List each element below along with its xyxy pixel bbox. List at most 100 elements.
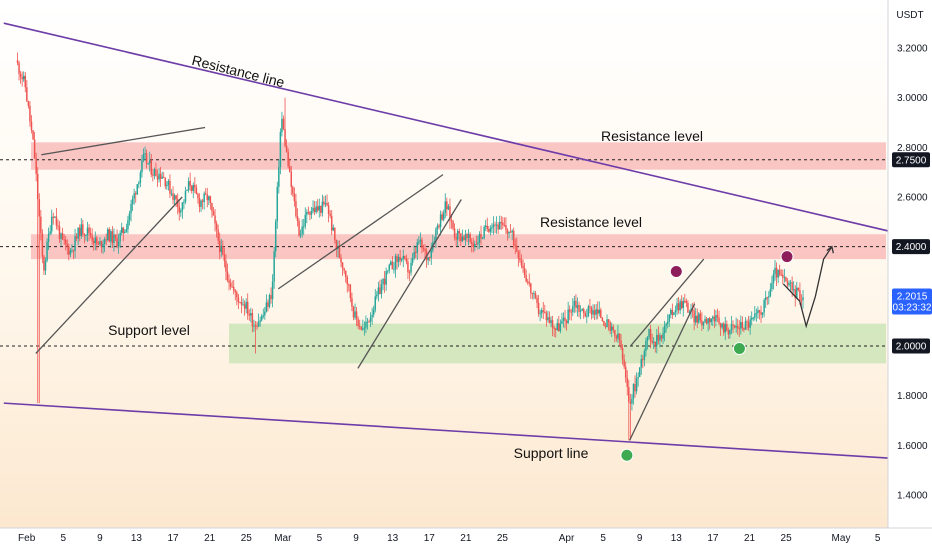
candle-body — [701, 320, 703, 326]
candle-body — [278, 167, 280, 187]
candle-body — [559, 323, 562, 332]
candle-body — [600, 309, 602, 318]
candle-body — [514, 245, 517, 247]
channel-line — [357, 199, 462, 369]
candle-body — [215, 223, 218, 230]
candle-body — [453, 228, 456, 238]
candle-body — [260, 315, 263, 321]
price-tick-label: 3.2000 — [897, 44, 928, 55]
candle-body — [551, 320, 554, 328]
time-axis-background[interactable] — [0, 528, 888, 550]
candle-body — [330, 215, 333, 231]
candle-body — [444, 201, 447, 213]
candle-body — [40, 216, 42, 234]
candle-body — [130, 203, 132, 214]
price-tick-label: 2.8000 — [897, 143, 928, 154]
candle-body — [372, 309, 375, 315]
candle-body — [382, 278, 384, 285]
candle-body — [172, 193, 174, 200]
candle-body — [764, 297, 767, 301]
price-axis-background[interactable] — [888, 0, 932, 550]
candle-body — [567, 309, 569, 324]
candle-body — [685, 300, 688, 303]
candle-body — [321, 201, 324, 213]
candle-body — [208, 196, 210, 201]
candle-body — [380, 284, 383, 294]
candle-body — [214, 215, 216, 224]
candle-body — [775, 267, 778, 278]
candle-body — [399, 256, 401, 261]
candle-body — [293, 193, 296, 202]
candle-body — [526, 281, 529, 283]
candle-body — [791, 282, 793, 291]
candle-body — [354, 311, 356, 318]
candle-body — [511, 230, 513, 233]
candle-body — [587, 306, 590, 316]
countdown-text: 03:23:32 — [893, 302, 932, 313]
candle-body — [794, 289, 796, 299]
candle-body — [376, 294, 378, 297]
candle-body — [477, 242, 479, 245]
resistance-zone — [31, 142, 886, 170]
candle-body — [397, 256, 400, 263]
candle-body — [593, 310, 596, 315]
time-tick-label: Feb — [18, 533, 36, 544]
candle-body — [36, 173, 39, 200]
candle-body — [634, 383, 636, 392]
candle-body — [74, 236, 76, 251]
candle-body — [750, 317, 753, 320]
candle-body — [446, 201, 448, 210]
candle-body — [253, 325, 255, 327]
candle-body — [491, 227, 493, 229]
candle-body — [670, 309, 672, 315]
candle-body — [638, 367, 641, 378]
candle-body — [38, 199, 41, 217]
candle-body — [136, 184, 139, 195]
candle-body — [414, 251, 417, 253]
candle-body — [264, 311, 266, 316]
candle-body — [743, 328, 745, 330]
candle-body — [217, 229, 219, 241]
candle-body — [58, 226, 61, 239]
candle-body — [531, 293, 534, 295]
candle-body — [626, 377, 629, 388]
candle-body — [100, 241, 103, 248]
time-tick-label: 21 — [204, 533, 216, 544]
level-tag-middle-text: 2.4000 — [896, 242, 927, 253]
candle-body — [659, 335, 661, 341]
channel-line — [35, 196, 183, 354]
candle-body — [456, 231, 459, 240]
candle-body — [141, 160, 143, 173]
candle-body — [699, 313, 702, 321]
candle-body — [379, 287, 381, 294]
channel-line — [630, 258, 705, 347]
candle-body — [358, 325, 361, 328]
time-tick-label: 9 — [353, 533, 359, 544]
candle-body — [231, 286, 233, 288]
candle-body — [296, 215, 299, 221]
candle-body — [142, 153, 145, 161]
candle-body — [610, 326, 613, 331]
candle-body — [16, 60, 19, 63]
support-line-label: Support line — [514, 445, 589, 461]
candle-body — [265, 302, 268, 312]
candle-body — [758, 310, 761, 313]
candle-body — [383, 278, 386, 285]
candle-body — [47, 233, 50, 242]
candle-body — [133, 193, 135, 199]
candle-body — [766, 297, 769, 299]
candle-body — [99, 241, 101, 245]
candle-body — [495, 224, 498, 226]
candle-body — [662, 333, 664, 339]
candle-body — [287, 151, 289, 167]
candle-body — [419, 239, 422, 243]
candle-body — [713, 316, 716, 322]
candle-body — [696, 315, 699, 323]
candle-body — [134, 193, 137, 195]
candle-body — [369, 317, 372, 322]
candle-body — [537, 302, 540, 314]
candle-body — [435, 228, 437, 242]
candle-body — [89, 233, 92, 236]
candle-body — [80, 224, 83, 237]
